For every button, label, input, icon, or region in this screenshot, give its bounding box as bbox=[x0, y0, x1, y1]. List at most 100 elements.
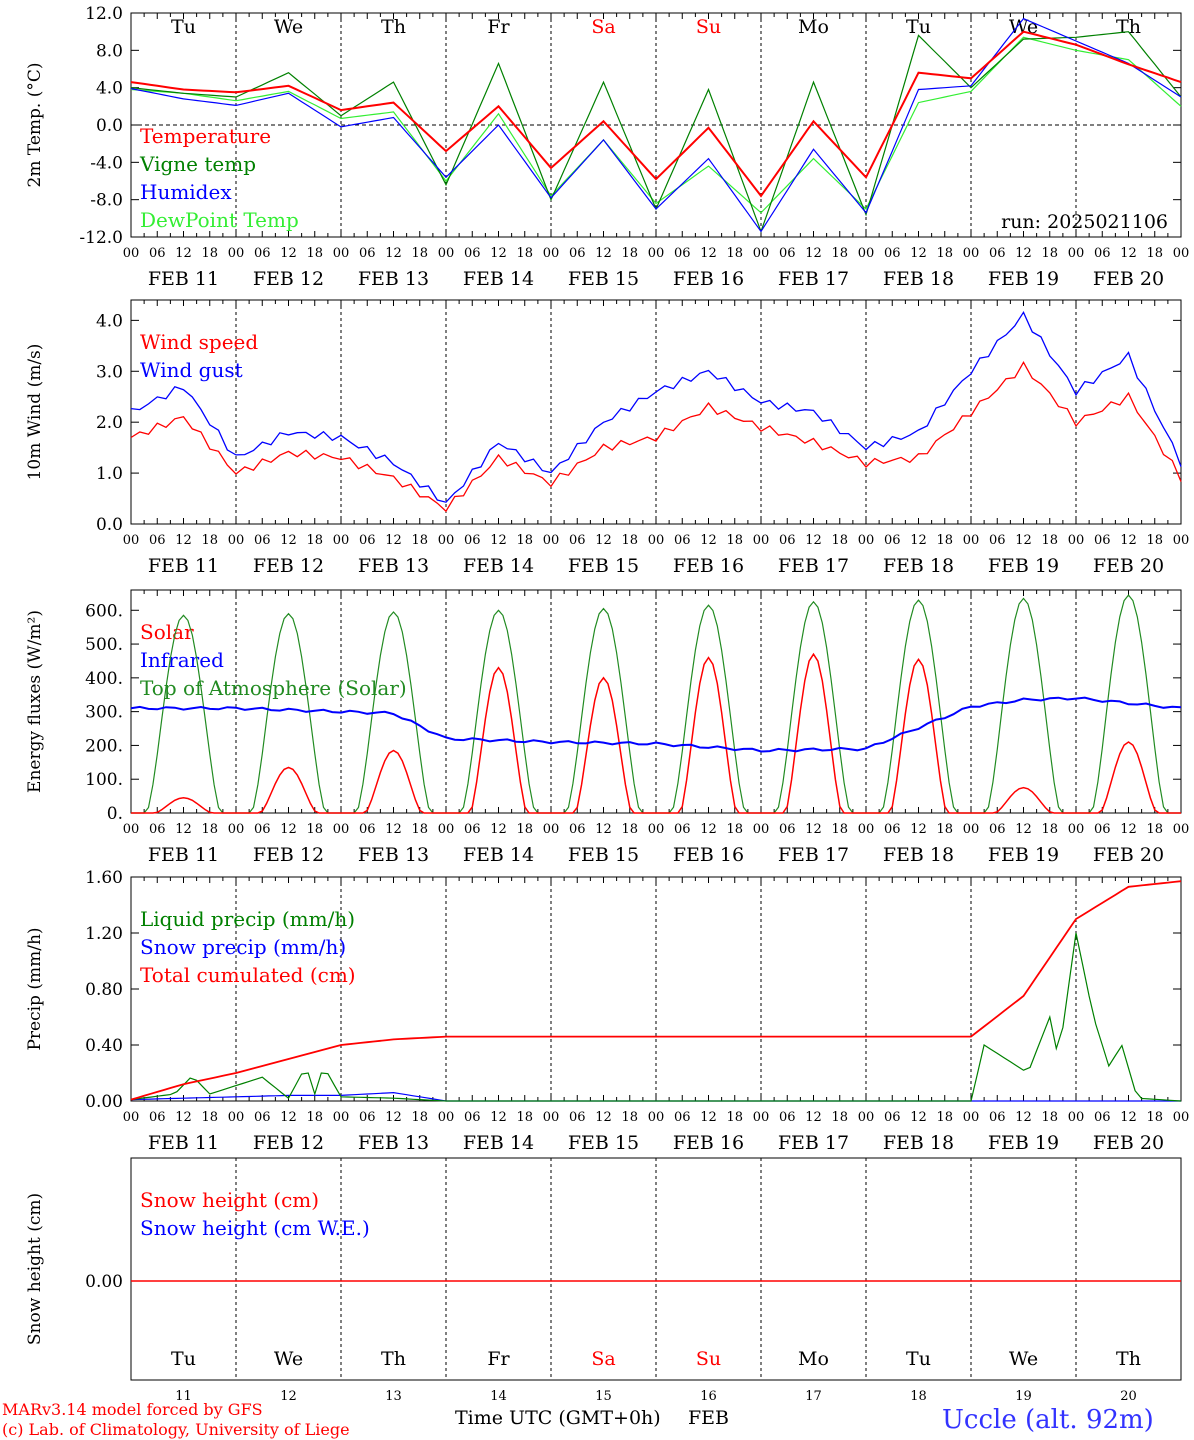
y-axis-label: 10m Wind (m/s) bbox=[25, 344, 45, 481]
x-hour-label: 06 bbox=[989, 822, 1006, 837]
y-tick-label: 0. bbox=[107, 804, 123, 824]
weekday-label: We bbox=[274, 16, 303, 38]
x-hour-label: 00 bbox=[753, 822, 770, 837]
x-hour-label: 18 bbox=[1146, 1110, 1163, 1125]
x-hour-label: 00 bbox=[1173, 246, 1190, 261]
x-hour-label: 06 bbox=[254, 822, 271, 837]
x-hour-label: 00 bbox=[1068, 1110, 1085, 1125]
x-date-label: FEB 13 bbox=[358, 844, 429, 866]
day-number-label: 14 bbox=[490, 1389, 507, 1404]
x-hour-label: 18 bbox=[831, 533, 848, 548]
y-tick-label: 3.0 bbox=[96, 362, 123, 382]
y-tick-label: 2.0 bbox=[96, 413, 123, 433]
x-hour-label: 06 bbox=[674, 246, 691, 261]
x-date-label: FEB 16 bbox=[673, 268, 744, 290]
x-hour-label: 18 bbox=[1041, 822, 1058, 837]
x-hour-label: 12 bbox=[700, 822, 717, 837]
x-date-label: FEB 15 bbox=[568, 268, 639, 290]
x-hour-label: 00 bbox=[1068, 533, 1085, 548]
x-hour-label: 12 bbox=[385, 1110, 402, 1125]
day-number-label: 12 bbox=[280, 1389, 297, 1404]
x-hour-label: 06 bbox=[989, 246, 1006, 261]
day-number-label: 13 bbox=[385, 1389, 402, 1404]
x-date-label: FEB 15 bbox=[568, 555, 639, 577]
x-hour-label: 06 bbox=[674, 822, 691, 837]
weekday-label: Fr bbox=[487, 16, 510, 38]
x-hour-label: 18 bbox=[1041, 246, 1058, 261]
x-hour-label: 12 bbox=[490, 246, 507, 261]
x-hour-label: 06 bbox=[884, 1110, 901, 1125]
x-hour-label: 00 bbox=[333, 822, 350, 837]
x-hour-label: 18 bbox=[936, 822, 953, 837]
x-hour-label: 06 bbox=[359, 1110, 376, 1125]
x-hour-label: 12 bbox=[1120, 246, 1137, 261]
x-hour-label: 18 bbox=[621, 246, 638, 261]
x-hour-label: 06 bbox=[149, 246, 166, 261]
station-label: Uccle (alt. 92m) bbox=[942, 1405, 1154, 1435]
y-axis-label: Precip (mm/h) bbox=[25, 927, 45, 1050]
x-hour-label: 00 bbox=[543, 822, 560, 837]
series-line-liquid-precip-mm-h- bbox=[130, 932, 1182, 1102]
x-hour-label: 00 bbox=[333, 1110, 350, 1125]
weekday-label: Th bbox=[1116, 16, 1141, 38]
x-axis-month: FEB bbox=[688, 1407, 729, 1429]
x-hour-label: 18 bbox=[201, 246, 218, 261]
x-hour-label: 06 bbox=[1094, 822, 1111, 837]
x-hour-label: 18 bbox=[936, 1110, 953, 1125]
day-number-label: 18 bbox=[910, 1389, 927, 1404]
plot-frame bbox=[130, 299, 1182, 525]
x-date-label: FEB 20 bbox=[1093, 844, 1164, 866]
x-hour-label: 18 bbox=[1146, 533, 1163, 548]
y-tick-label: 0.40 bbox=[85, 1036, 123, 1056]
x-hour-label: 18 bbox=[831, 246, 848, 261]
x-date-label: FEB 18 bbox=[883, 1132, 954, 1154]
x-hour-label: 18 bbox=[411, 533, 428, 548]
x-hour-label: 12 bbox=[490, 1110, 507, 1125]
x-hour-label: 06 bbox=[569, 246, 586, 261]
x-hour-label: 00 bbox=[438, 1110, 455, 1125]
x-hour-label: 18 bbox=[726, 246, 743, 261]
x-hour-label: 06 bbox=[254, 533, 271, 548]
x-hour-label: 00 bbox=[753, 246, 770, 261]
run-label: run: 2025021106 bbox=[1001, 211, 1168, 233]
legend-entry: Snow height (cm) bbox=[140, 1188, 319, 1212]
x-hour-label: 12 bbox=[280, 246, 297, 261]
x-hour-label: 06 bbox=[149, 533, 166, 548]
x-hour-label: 12 bbox=[175, 822, 192, 837]
legend-entry: Snow precip (mm/h) bbox=[140, 935, 346, 959]
x-hour-label: 12 bbox=[1120, 822, 1137, 837]
legend-entry: Total cumulated (cm) bbox=[140, 963, 356, 987]
y-axis-label: 2m Temp. (°C) bbox=[25, 62, 45, 187]
x-hour-label: 12 bbox=[595, 822, 612, 837]
day-number-label: 17 bbox=[805, 1389, 822, 1404]
x-date-label: FEB 18 bbox=[883, 555, 954, 577]
x-date-label: FEB 19 bbox=[988, 844, 1059, 866]
x-hour-label: 18 bbox=[1041, 1110, 1058, 1125]
legend-entry: Infrared bbox=[140, 648, 224, 672]
x-hour-label: 06 bbox=[779, 1110, 796, 1125]
y-tick-label: 0.00 bbox=[85, 1272, 123, 1292]
x-date-label: FEB 12 bbox=[253, 844, 324, 866]
x-hour-label: 00 bbox=[753, 533, 770, 548]
x-hour-label: 06 bbox=[359, 246, 376, 261]
x-hour-label: 00 bbox=[543, 533, 560, 548]
x-hour-label: 00 bbox=[543, 1110, 560, 1125]
y-tick-label: 300. bbox=[85, 703, 123, 723]
x-hour-label: 18 bbox=[1146, 246, 1163, 261]
x-hour-label: 00 bbox=[858, 246, 875, 261]
x-hour-label: 12 bbox=[175, 1110, 192, 1125]
x-hour-label: 12 bbox=[805, 1110, 822, 1125]
panel-1: 12.0 8.0 4.0 0.0 -4.0 -8.0 -12.0 2m Temp. (°C) 0… bbox=[25, 4, 1189, 290]
x-hour-label: 00 bbox=[123, 246, 140, 261]
x-hour-label: 12 bbox=[1015, 822, 1032, 837]
y-tick-label: 4.0 bbox=[96, 79, 123, 99]
x-hour-label: 18 bbox=[831, 1110, 848, 1125]
weekday-label: Mo bbox=[798, 1348, 829, 1370]
series-line-temperature bbox=[130, 30, 1182, 198]
weekday-label: Tu bbox=[906, 16, 931, 38]
x-hour-label: 18 bbox=[411, 246, 428, 261]
x-date-label: FEB 14 bbox=[463, 844, 534, 866]
x-hour-label: 00 bbox=[1068, 822, 1085, 837]
x-date-label: FEB 19 bbox=[988, 1132, 1059, 1154]
